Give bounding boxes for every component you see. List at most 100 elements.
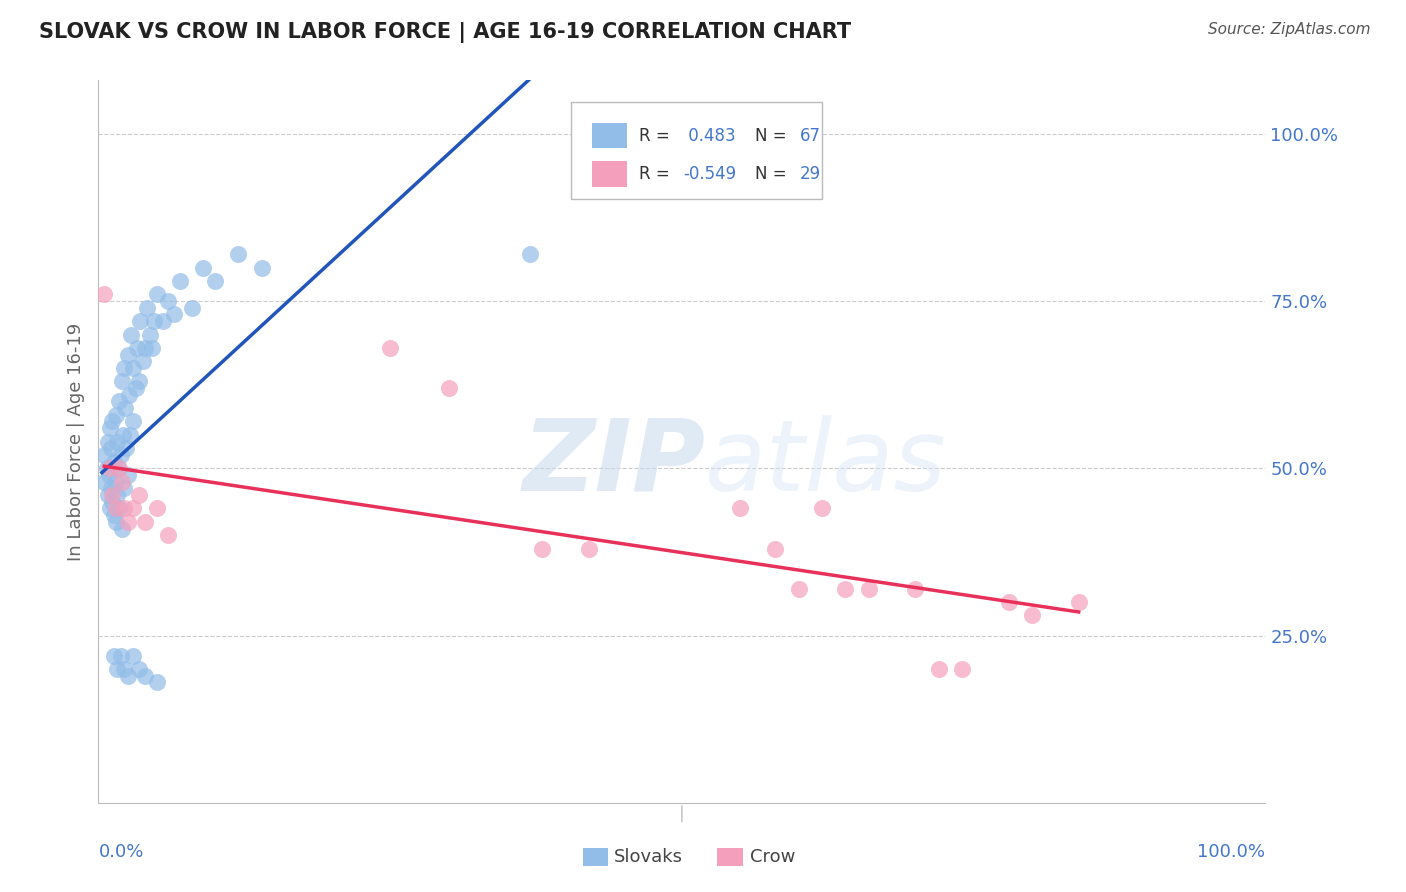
Point [103, 648, 125, 663]
Point [134, 515, 156, 529]
Point [104, 501, 127, 516]
Point [136, 301, 159, 315]
Point [250, 260, 273, 275]
Point [108, 501, 131, 516]
Point [125, 381, 148, 395]
Point [111, 375, 134, 389]
Point [93, 448, 115, 462]
Point [96, 461, 118, 475]
Text: SLOVAK VS CROW IN LABOR FORCE | AGE 16-19 CORRELATION CHART: SLOVAK VS CROW IN LABOR FORCE | AGE 16-1… [39, 22, 852, 44]
Point [110, 648, 132, 663]
Point [111, 521, 134, 535]
Point [169, 274, 191, 288]
Point [93, 287, 115, 301]
Point [112, 482, 135, 496]
Text: R =: R = [638, 127, 675, 145]
Point [180, 301, 202, 315]
Point [530, 541, 553, 556]
Point [380, 341, 402, 355]
Point [141, 341, 163, 355]
Point [730, 501, 752, 516]
Point [997, 595, 1019, 609]
Point [115, 442, 138, 455]
Bar [592, 161, 627, 186]
Point [112, 662, 135, 676]
Point [146, 675, 169, 690]
Point [128, 375, 150, 389]
Point [204, 274, 226, 288]
Bar [582, 847, 609, 865]
Text: atlas: atlas [706, 415, 946, 512]
Text: 0.0%: 0.0% [98, 843, 143, 861]
Point [122, 414, 145, 429]
Point [101, 414, 124, 429]
Point [904, 582, 927, 596]
Point [950, 662, 973, 676]
Point [101, 488, 124, 502]
Point [146, 287, 169, 301]
Text: N =: N = [755, 127, 793, 145]
Point [437, 381, 460, 395]
Point [93, 475, 115, 489]
Text: N =: N = [755, 165, 793, 183]
Point [100, 442, 122, 455]
Point [111, 475, 134, 489]
Point [108, 461, 131, 475]
Text: Source: ZipAtlas.com: Source: ZipAtlas.com [1208, 22, 1371, 37]
Point [112, 501, 135, 516]
Point [193, 260, 215, 275]
Text: 67: 67 [800, 127, 821, 145]
Point [107, 461, 129, 475]
Point [157, 528, 180, 542]
Y-axis label: In Labor Force | Age 16-19: In Labor Force | Age 16-19 [66, 322, 84, 561]
Point [97, 467, 120, 482]
Point [112, 361, 135, 376]
Text: ZIP: ZIP [522, 415, 706, 512]
Point [1067, 595, 1090, 609]
Point [134, 341, 156, 355]
Text: R =: R = [638, 165, 675, 183]
Point [763, 541, 786, 556]
Point [125, 341, 148, 355]
Point [811, 501, 834, 516]
Point [117, 669, 139, 683]
Point [152, 314, 174, 328]
Point [105, 488, 128, 502]
Point [834, 582, 856, 596]
Point [117, 515, 139, 529]
Point [122, 361, 145, 376]
Point [111, 427, 134, 442]
Point [129, 314, 152, 328]
Text: -0.549: -0.549 [683, 165, 737, 183]
Point [110, 448, 132, 462]
Point [105, 662, 128, 676]
Text: Slovaks: Slovaks [614, 847, 683, 865]
Point [117, 348, 139, 362]
Text: Crow: Crow [749, 847, 794, 865]
FancyBboxPatch shape [571, 102, 823, 200]
Point [118, 387, 141, 401]
Bar [717, 847, 742, 865]
Point [787, 582, 810, 596]
Point [114, 401, 136, 416]
Bar [592, 123, 627, 148]
Point [104, 515, 127, 529]
Text: 0.483: 0.483 [683, 127, 735, 145]
Point [97, 488, 120, 502]
Point [132, 354, 155, 368]
Point [104, 475, 127, 489]
Text: 100.0%: 100.0% [1198, 843, 1265, 861]
Point [163, 307, 186, 322]
Point [128, 488, 150, 502]
Point [118, 427, 141, 442]
Point [578, 541, 600, 556]
Point [122, 648, 145, 663]
Text: 29: 29 [800, 165, 821, 183]
Point [928, 662, 950, 676]
Point [1021, 608, 1043, 623]
Point [98, 421, 121, 435]
Point [103, 508, 125, 523]
Point [108, 394, 131, 409]
Point [98, 501, 121, 516]
Point [228, 247, 250, 261]
